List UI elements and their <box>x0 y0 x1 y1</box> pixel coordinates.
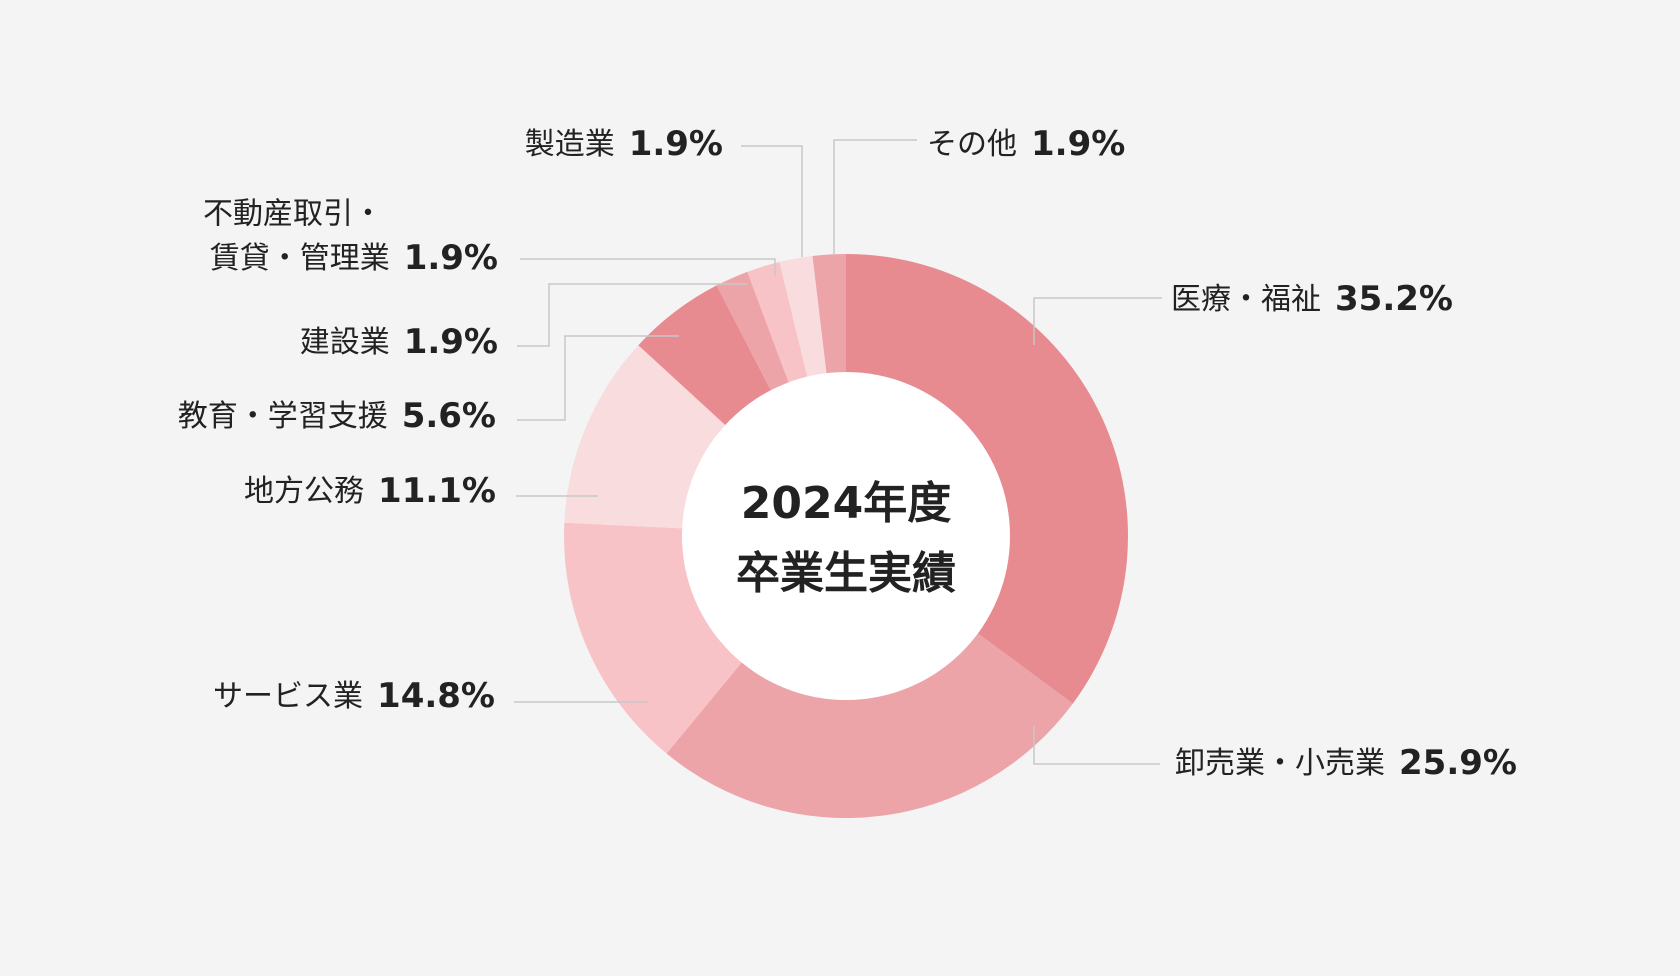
slice-label: 卸売業・小売業 25.9% <box>1175 743 1517 783</box>
slice-label: 地方公務 11.1% <box>244 471 496 511</box>
donut-slice <box>747 261 811 396</box>
donut-slice <box>716 271 794 403</box>
slice-label-name: その他 <box>927 127 1017 162</box>
slice-label-name: 賃貸・管理業 <box>210 241 390 276</box>
slice-label-name: 不動産取引・ <box>203 197 383 232</box>
slice-label: サービス業 14.8% <box>213 676 495 716</box>
center-title: 2024年度 <box>741 478 951 529</box>
slice-label-value: 1.9% <box>404 238 498 278</box>
leader-line <box>517 283 747 347</box>
donut-slice <box>564 522 751 754</box>
leader-line <box>833 139 917 255</box>
slice-label-value: 25.9% <box>1399 743 1517 783</box>
slice-label-name: 製造業 <box>525 127 615 162</box>
leader-line <box>520 258 776 276</box>
slice-label: 製造業 1.9% <box>525 124 723 164</box>
slice-label-name: 医療・福祉 <box>1171 282 1321 317</box>
leader-line <box>1033 726 1160 765</box>
slice-label: 賃貸・管理業 1.9% <box>210 238 498 278</box>
slice-label-name: 地方公務 <box>244 474 364 509</box>
slice-label-value: 5.6% <box>402 396 496 436</box>
slice-label-name: 卸売業・小売業 <box>1175 746 1385 781</box>
donut-slice <box>638 285 778 435</box>
slice-label-value: 35.2% <box>1335 279 1453 319</box>
slice-label-value: 11.1% <box>378 471 496 511</box>
donut-slice <box>779 255 829 391</box>
leader-line <box>517 335 679 421</box>
leader-line <box>741 145 803 257</box>
center-title: 卒業生実績 <box>736 548 956 599</box>
leader-line <box>1033 297 1162 345</box>
slice-label: 医療・福祉 35.2% <box>1171 279 1453 319</box>
slice-label-value: 14.8% <box>377 676 495 716</box>
slice-label-name: サービス業 <box>213 679 363 714</box>
slice-label: 建設業 1.9% <box>300 322 498 362</box>
slice-label: その他 1.9% <box>927 124 1125 164</box>
donut-slice <box>812 254 846 388</box>
slice-label-name: 教育・学習支援 <box>178 399 388 434</box>
slice-label-value: 1.9% <box>404 322 498 362</box>
slice-label-value: 1.9% <box>629 124 723 164</box>
slice-label-name: 建設業 <box>300 325 390 360</box>
slice-label-value: 1.9% <box>1031 124 1125 164</box>
donut-hole <box>682 372 1010 700</box>
slice-label: 教育・学習支援 5.6% <box>178 396 496 436</box>
